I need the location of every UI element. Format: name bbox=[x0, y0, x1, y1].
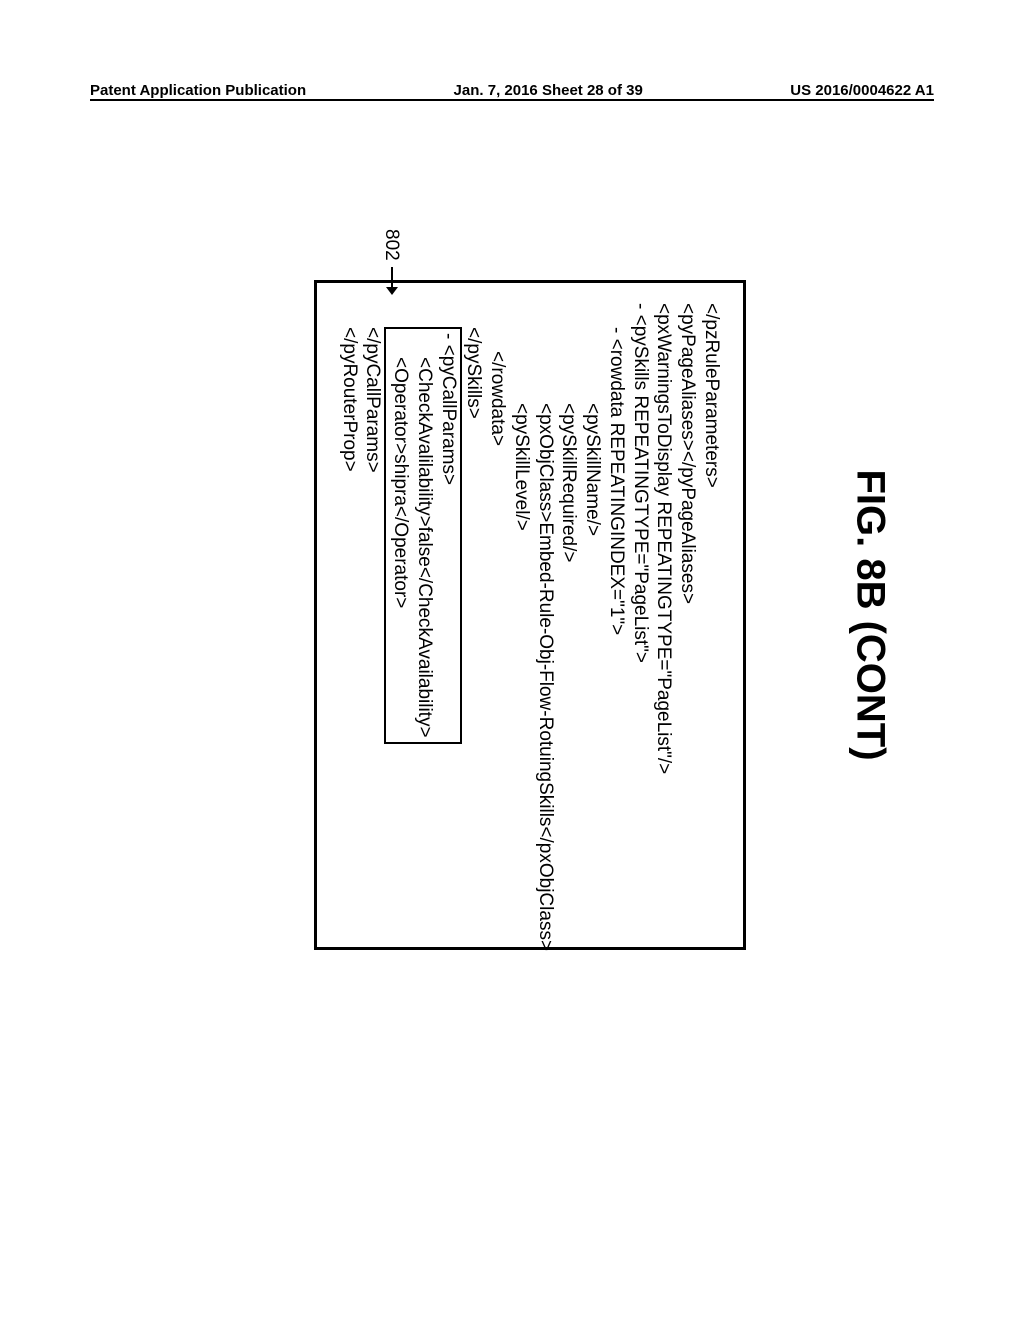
code-line: <pySkillLevel/> bbox=[509, 303, 533, 927]
ref-number-label: 802 bbox=[379, 229, 403, 261]
code-line: <pyPageAliases></pyPageAliases> bbox=[676, 303, 700, 927]
code-line: - <pyCallParams> bbox=[436, 333, 460, 738]
header-right: US 2016/0004622 A1 bbox=[790, 82, 934, 99]
code-line: </pyCallParams> bbox=[361, 303, 385, 927]
xml-code-box: </pzRuleParameters> <pyPageAliases></pyP… bbox=[314, 280, 746, 950]
code-line: </pySkills> bbox=[462, 303, 486, 927]
page-header: Patent Application Publication Jan. 7, 2… bbox=[90, 82, 934, 101]
code-line: <pxObjClass>Embed-Rule-Obj-Flow-RotuingS… bbox=[533, 303, 557, 927]
arrow-icon bbox=[383, 267, 401, 295]
header-left: Patent Application Publication bbox=[90, 82, 306, 99]
code-line: - <pySkills REPEATINGTYPE="PageList"> bbox=[628, 303, 652, 927]
code-line: <pxWarningsToDisplay REPEATINGTYPE="Page… bbox=[652, 303, 676, 927]
code-line: <CheckAvalilability>false</CheckAvailabi… bbox=[412, 333, 436, 738]
header-center: Jan. 7, 2016 Sheet 28 of 39 bbox=[454, 82, 643, 99]
code-line: <pySkillRequired/> bbox=[557, 303, 581, 927]
code-line: - <rowdata REPEATINGINDEX="1"> bbox=[604, 303, 628, 927]
callout-box: - <pyCallParams> <CheckAvalilability>fal… bbox=[385, 327, 462, 744]
figure-stage: </pzRuleParameters> <pyPageAliases></pyP… bbox=[230, 280, 830, 950]
code-line: </pzRuleParameters> bbox=[699, 303, 723, 927]
figure-caption: FIG. 8B (CONT) bbox=[848, 469, 893, 760]
rotated-content: </pzRuleParameters> <pyPageAliases></pyP… bbox=[314, 280, 746, 950]
code-line: <pySkillName/> bbox=[581, 303, 605, 927]
code-line: <Operator>shipra</Operator> bbox=[389, 333, 413, 738]
code-line: </rowdata> bbox=[486, 303, 510, 927]
code-line: </pyRouterProp> bbox=[337, 303, 361, 927]
